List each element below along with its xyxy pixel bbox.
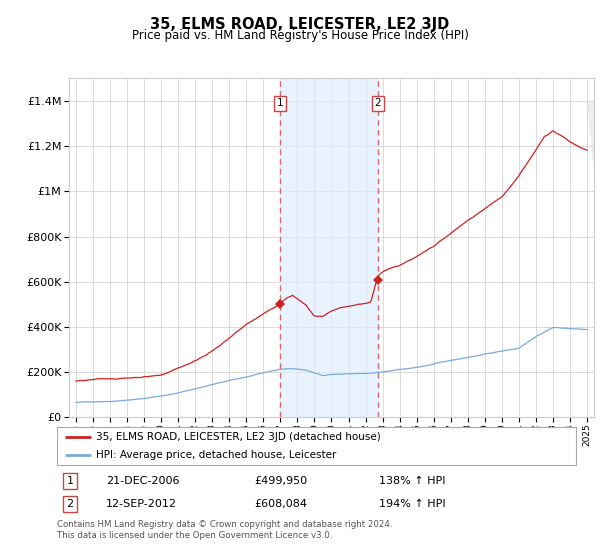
- Text: 1: 1: [277, 98, 283, 108]
- Text: Contains HM Land Registry data © Crown copyright and database right 2024.
This d: Contains HM Land Registry data © Crown c…: [57, 520, 392, 540]
- Text: 12-SEP-2012: 12-SEP-2012: [106, 499, 178, 508]
- Text: 1: 1: [67, 476, 73, 486]
- Text: 35, ELMS ROAD, LEICESTER, LE2 3JD (detached house): 35, ELMS ROAD, LEICESTER, LE2 3JD (detac…: [96, 432, 380, 442]
- Text: Price paid vs. HM Land Registry's House Price Index (HPI): Price paid vs. HM Land Registry's House …: [131, 29, 469, 42]
- Text: 35, ELMS ROAD, LEICESTER, LE2 3JD: 35, ELMS ROAD, LEICESTER, LE2 3JD: [151, 17, 449, 32]
- Text: 194% ↑ HPI: 194% ↑ HPI: [379, 499, 445, 508]
- Text: £499,950: £499,950: [254, 476, 307, 486]
- Text: 21-DEC-2006: 21-DEC-2006: [106, 476, 180, 486]
- Text: HPI: Average price, detached house, Leicester: HPI: Average price, detached house, Leic…: [96, 450, 337, 460]
- Text: 2: 2: [374, 98, 381, 108]
- Text: 2: 2: [67, 499, 74, 508]
- Polygon shape: [587, 101, 594, 169]
- Text: 138% ↑ HPI: 138% ↑ HPI: [379, 476, 445, 486]
- Text: £608,084: £608,084: [254, 499, 307, 508]
- Bar: [280, 78, 377, 417]
